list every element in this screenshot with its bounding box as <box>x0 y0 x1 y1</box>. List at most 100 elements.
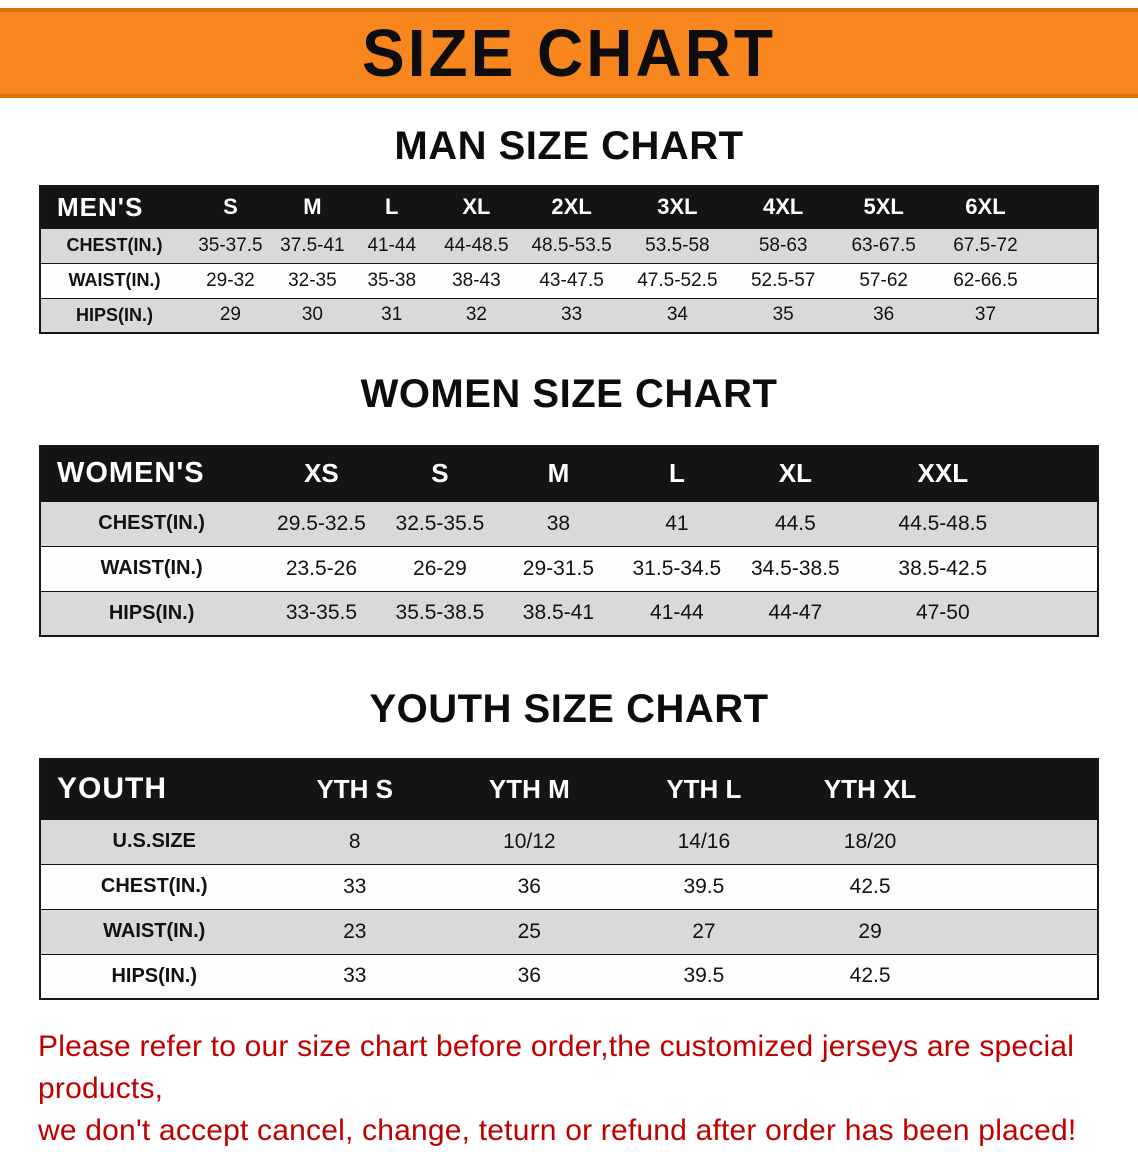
cell-value: 63-67.5 <box>833 227 934 263</box>
row-label: CHEST(IN.) <box>40 227 189 263</box>
column-header: XL <box>431 186 522 228</box>
table-row: U.S.SIZE 8 10/12 14/16 18/20 <box>40 818 1098 864</box>
cell-value: 35 <box>732 297 834 333</box>
table-row: WAIST(IN.) 23 25 27 29 <box>40 908 1098 954</box>
cell-value: 37 <box>933 297 1098 333</box>
column-header: 6XL <box>933 186 1098 228</box>
cell-value: 35-37.5 <box>188 227 273 263</box>
cell-value: 32 <box>431 297 522 333</box>
cell-value: 58-63 <box>732 227 834 263</box>
cell-value: 33-35.5 <box>262 590 381 636</box>
cell-value: 31 <box>352 297 432 333</box>
cell-value: 33 <box>267 863 443 909</box>
column-header: YTH L <box>616 759 792 819</box>
cell-value: 44-47 <box>736 590 855 636</box>
row-label: WAIST(IN.) <box>40 908 268 954</box>
column-header: M <box>272 186 353 228</box>
men-size-table: MEN'S S M L XL 2XL 3XL 4XL 5XL 6XL CHEST(IN.) 35-37… <box>39 185 1099 334</box>
cell-value: 42.5 <box>791 953 1098 999</box>
cell-value: 62-66.5 <box>933 262 1098 298</box>
column-header: 3XL <box>621 186 733 228</box>
column-header: S <box>380 446 500 501</box>
cell-value: 67.5-72 <box>933 227 1098 263</box>
youth-size-table: YOUTH YTH S YTH M YTH L YTH XL U.S.SIZE 8 10/12… <box>39 758 1099 1000</box>
cell-value: 29.5-32.5 <box>262 500 381 546</box>
cell-value: 32.5-35.5 <box>380 500 500 546</box>
cell-value: 38-43 <box>431 262 522 298</box>
cell-value: 38.5-41 <box>499 590 618 636</box>
cell-value: 29-31.5 <box>499 545 618 591</box>
cell-value: 35.5-38.5 <box>380 590 500 636</box>
table-title-cell: YOUTH <box>40 759 268 819</box>
cell-value: 41-44 <box>617 590 737 636</box>
column-header: S <box>188 186 273 228</box>
cell-value: 25 <box>442 908 617 954</box>
column-header: 2XL <box>521 186 622 228</box>
column-header: XXL <box>854 446 1098 501</box>
table-row: HIPS(IN.) 33-35.5 35.5-38.5 38.5-41 41-44 44-… <box>40 590 1098 636</box>
cell-value: 39.5 <box>616 863 792 909</box>
youth-section-heading: YOUTH SIZE CHART <box>369 687 769 731</box>
column-header: XL <box>736 446 855 501</box>
cell-value: 29 <box>188 297 273 333</box>
column-header: 5XL <box>833 186 934 228</box>
cell-value: 27 <box>616 908 792 954</box>
table-row: HIPS(IN.) 33 36 39.5 42.5 <box>40 953 1098 999</box>
cell-value: 47.5-52.5 <box>621 262 733 298</box>
cell-value: 30 <box>272 297 353 333</box>
cell-value: 26-29 <box>380 545 500 591</box>
cell-value: 10/12 <box>442 818 617 864</box>
men-section-heading: MAN SIZE CHART <box>394 124 744 168</box>
cell-value: 34.5-38.5 <box>736 545 855 591</box>
table-title-cell: MEN'S <box>40 186 189 228</box>
cell-value: 41-44 <box>352 227 432 263</box>
cell-value: 47-50 <box>854 590 1098 636</box>
table-row: WAIST(IN.) 29-32 32-35 35-38 38-43 43-47.5 47.… <box>40 262 1098 298</box>
cell-value: 14/16 <box>616 818 792 864</box>
cell-value: 23 <box>267 908 443 954</box>
cell-value: 8 <box>267 818 443 864</box>
cell-value: 43-47.5 <box>521 262 622 298</box>
row-label: U.S.SIZE <box>40 818 268 864</box>
cell-value: 29 <box>791 908 1098 954</box>
cell-value: 36 <box>442 863 617 909</box>
cell-value: 44-48.5 <box>431 227 522 263</box>
cell-value: 38 <box>499 500 618 546</box>
column-header: XS <box>262 446 381 501</box>
cell-value: 41 <box>617 500 737 546</box>
cell-value: 29-32 <box>188 262 273 298</box>
table-header-row: MEN'S S M L XL 2XL 3XL 4XL 5XL 6XL <box>40 186 1098 228</box>
cell-value: 35-38 <box>352 262 432 298</box>
table-row: WAIST(IN.) 23.5-26 26-29 29-31.5 31.5-34.5 34… <box>40 545 1098 591</box>
row-label: HIPS(IN.) <box>40 953 268 999</box>
row-label: CHEST(IN.) <box>40 863 268 909</box>
cell-value: 44.5-48.5 <box>854 500 1098 546</box>
row-label: WAIST(IN.) <box>40 262 189 298</box>
cell-value: 42.5 <box>791 863 1098 909</box>
women-size-table: WOMEN'S XS S M L XL XXL CHEST(IN.) 29.5-32.5 32.5… <box>39 445 1099 637</box>
cell-value: 57-62 <box>833 262 934 298</box>
footer-note: Please refer to our size chart before or… <box>38 1026 1100 1152</box>
column-header: L <box>352 186 432 228</box>
women-section-heading: WOMEN SIZE CHART <box>360 372 778 416</box>
table-header-row: YOUTH YTH S YTH M YTH L YTH XL <box>40 759 1098 819</box>
cell-value: 31.5-34.5 <box>617 545 737 591</box>
row-label: WAIST(IN.) <box>40 545 263 591</box>
cell-value: 33 <box>521 297 622 333</box>
table-row: HIPS(IN.) 29 30 31 32 33 34 35 36 37 <box>40 297 1098 333</box>
cell-value: 32-35 <box>272 262 353 298</box>
column-header: YTH XL <box>791 759 1098 819</box>
cell-value: 37.5-41 <box>272 227 353 263</box>
cell-value: 36 <box>442 953 617 999</box>
cell-value: 48.5-53.5 <box>521 227 622 263</box>
banner-title: SIZE CHART <box>362 15 776 91</box>
size-chart-page: { "banner": { "title": "SIZE CHART" }, "… <box>0 8 1138 1147</box>
column-header: YTH S <box>267 759 443 819</box>
cell-value: 38.5-42.5 <box>854 545 1098 591</box>
table-row: CHEST(IN.) 35-37.5 37.5-41 41-44 44-48.5 48.5… <box>40 227 1098 263</box>
column-header: L <box>617 446 737 501</box>
cell-value: 44.5 <box>736 500 855 546</box>
table-row: CHEST(IN.) 33 36 39.5 42.5 <box>40 863 1098 909</box>
cell-value: 36 <box>833 297 934 333</box>
table-title-cell: WOMEN'S <box>40 446 263 501</box>
